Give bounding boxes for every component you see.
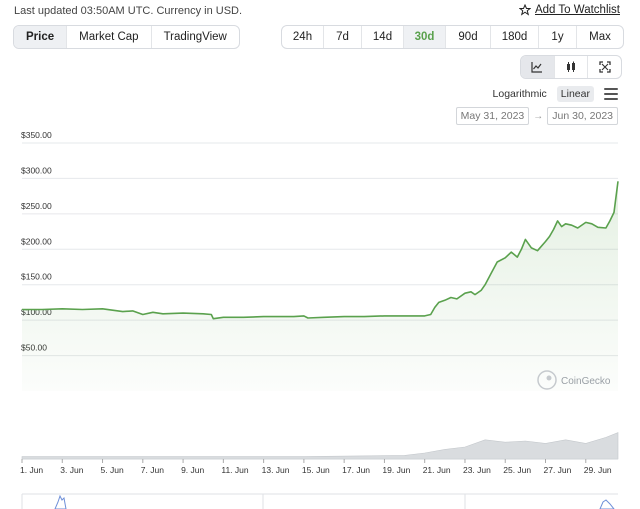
coingecko-logo-icon	[537, 370, 557, 390]
x-tick-label: 1. Jun	[20, 465, 43, 475]
x-tick-label: 9. Jun	[181, 465, 204, 475]
last-updated-text: Last updated 03:50AM UTC. Currency in US…	[14, 5, 243, 17]
price-series	[22, 181, 619, 391]
y-tick-label: $150.00	[21, 272, 52, 282]
scale-logarithmic[interactable]: Logarithmic	[492, 88, 547, 100]
candlestick-icon	[567, 61, 575, 72]
expand-icon	[599, 61, 611, 73]
y-tick-label: $300.00	[21, 165, 52, 175]
volume-shape	[21, 432, 619, 460]
price-chart[interactable]: $350.00$300.00$250.00$200.00$150.00$100.…	[0, 130, 640, 509]
price-line	[22, 181, 619, 320]
x-tick-label: 21. Jun	[423, 465, 451, 475]
x-tick-label: 11. Jun	[221, 465, 249, 475]
range-max[interactable]: Max	[589, 31, 611, 43]
x-tick-label: 25. Jun	[503, 465, 531, 475]
arrow-right-icon: →	[533, 110, 544, 122]
x-tick-label: 7. Jun	[141, 465, 164, 475]
volume-area	[21, 432, 619, 460]
x-tick-label: 29. Jun	[584, 465, 612, 475]
chart-type-selector	[520, 55, 622, 79]
x-tick-label: 17. Jun	[342, 465, 370, 475]
expand-button[interactable]	[588, 56, 621, 78]
x-tick-label: 3. Jun	[60, 465, 83, 475]
coingecko-watermark: CoinGecko	[537, 370, 611, 390]
watchlist-label: Add To Watchlist	[534, 4, 620, 16]
x-tick-label: 13. Jun	[262, 465, 290, 475]
range-180d[interactable]: 180d	[491, 26, 539, 48]
date-range: May 31, 2023 → Jun 30, 2023	[455, 107, 618, 125]
range-90d[interactable]: 90d	[446, 26, 491, 48]
coingecko-logo-eye	[546, 375, 552, 381]
range-24h[interactable]: 24h	[282, 26, 324, 48]
tab-tradingview[interactable]: TradingView	[163, 31, 227, 43]
date-from-input[interactable]: May 31, 2023	[455, 107, 530, 125]
scale-linear[interactable]: Linear	[556, 86, 594, 102]
x-tick-label: 27. Jun	[544, 465, 572, 475]
add-to-watchlist-link[interactable]: Add To Watchlist	[518, 4, 620, 16]
x-axis: 1. Jun 3. Jun 5. Jun 7. Jun 9. Jun 11. Jun 13.…	[20, 458, 618, 475]
date-to-input[interactable]: Jun 30, 2023	[547, 107, 618, 125]
watermark-text: CoinGecko	[561, 376, 611, 387]
x-tick-label: 15. Jun	[302, 465, 330, 475]
star-icon	[518, 4, 531, 16]
range-30d[interactable]: 30d	[404, 26, 446, 48]
range-7d[interactable]: 7d	[324, 26, 362, 48]
line-chart-icon	[531, 62, 543, 73]
candlestick-button[interactable]	[555, 56, 589, 78]
view-tabs: Price Market Cap TradingView	[13, 25, 240, 49]
x-tick-label: 5. Jun	[101, 465, 124, 475]
range-tabs: 24h 7d 14d 30d 90d 180d 1y Max	[281, 25, 624, 49]
y-tick-label: $250.00	[21, 201, 52, 211]
tab-price[interactable]: Price	[14, 26, 68, 48]
x-tick-label: 19. Jun	[382, 465, 410, 475]
range-1y[interactable]: 1y	[539, 26, 577, 48]
tab-market-cap[interactable]: Market Cap	[67, 26, 152, 48]
line-chart-button[interactable]	[521, 56, 555, 78]
y-tick-label: $350.00	[21, 130, 52, 140]
range-14d[interactable]: 14d	[362, 26, 404, 48]
scale-selector: Logarithmic Linear	[489, 86, 618, 102]
y-tick-label: $200.00	[21, 236, 52, 246]
hamburger-menu-icon[interactable]	[604, 88, 618, 100]
price-area-fill	[22, 181, 618, 391]
x-tick-label: 23. Jun	[463, 465, 491, 475]
navigator-strip	[21, 493, 618, 509]
